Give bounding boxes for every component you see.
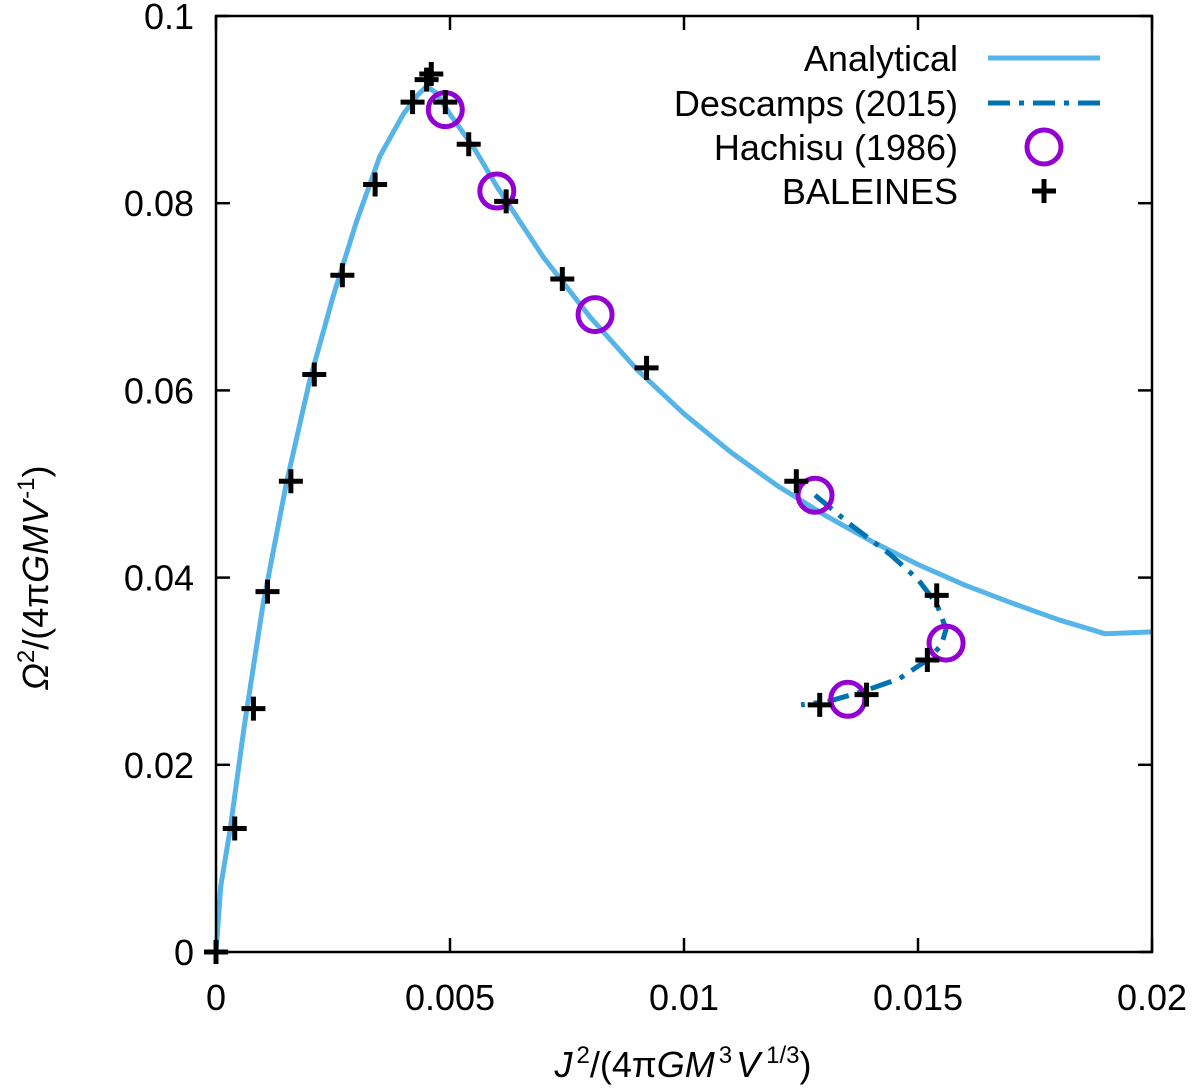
y-tick-label-0: 0 (174, 932, 194, 973)
point-baleines-17 (924, 583, 949, 608)
point-baleines-20 (807, 692, 832, 717)
legend-symbol-hachisu (1024, 127, 1064, 167)
legend-label-0: Analytical (804, 38, 958, 79)
point-baleines-14 (550, 267, 575, 292)
point-baleines-15 (634, 355, 659, 380)
legend-label-2: Hachisu (1986) (714, 127, 958, 168)
x-tick-label-3: 0.015 (873, 977, 963, 1018)
point-baleines-4 (278, 469, 303, 494)
y-axis-title: Ω2/(4πGMV-1) (13, 466, 56, 691)
y-tick-label-3: 0.06 (124, 370, 194, 411)
point-baleines-6 (330, 263, 355, 288)
point-baleines-9 (414, 67, 439, 92)
y-tick-label-4: 0.08 (124, 183, 194, 224)
point-baleines-16 (784, 469, 809, 494)
point-baleines-18 (915, 647, 940, 672)
plot-frame (214, 14, 1154, 954)
point-hachisu-4 (926, 623, 966, 663)
point-hachisu-3 (795, 475, 835, 515)
point-baleines-13 (494, 189, 519, 214)
y-tick-label-2: 0.04 (124, 558, 194, 599)
point-baleines-7 (363, 172, 388, 197)
point-baleines-5 (302, 362, 327, 387)
point-baleines-2 (241, 696, 266, 721)
legend-label-1: Descamps (2015) (674, 83, 958, 124)
point-baleines-3 (255, 579, 280, 604)
series-descamps-line (800, 493, 949, 708)
x-tick-label-2: 0.01 (649, 977, 719, 1018)
point-baleines-8 (400, 90, 425, 115)
point-baleines-12 (456, 132, 481, 157)
point-baleines-11 (433, 90, 458, 115)
x-axis-title: J 2/(4πGM 3 V 1/3) (554, 1042, 812, 1085)
axes: 0 0.005 0.01 0.015 0.02 0 0.02 0.04 0.06 0.08 0.1 (124, 0, 1187, 1018)
point-hachisu-1 (477, 171, 517, 211)
point-baleines-1 (222, 816, 247, 841)
x-tick-label-1: 0.005 (405, 977, 495, 1018)
legend-symbol-baleines (1032, 179, 1056, 203)
series-analytical-line (216, 83, 1152, 952)
point-baleines-10 (419, 62, 444, 87)
x-tick-label-0: 0 (206, 977, 226, 1018)
point-baleines-19 (854, 682, 879, 707)
x-tick-label-4: 0.02 (1117, 977, 1187, 1018)
legend-label-3: BALEINES (782, 171, 958, 212)
point-hachisu-2 (575, 295, 615, 335)
plot-area (204, 62, 1152, 964)
y-tick-label-1: 0.02 (124, 745, 194, 786)
y-tick-label-5: 0.1 (144, 0, 194, 37)
